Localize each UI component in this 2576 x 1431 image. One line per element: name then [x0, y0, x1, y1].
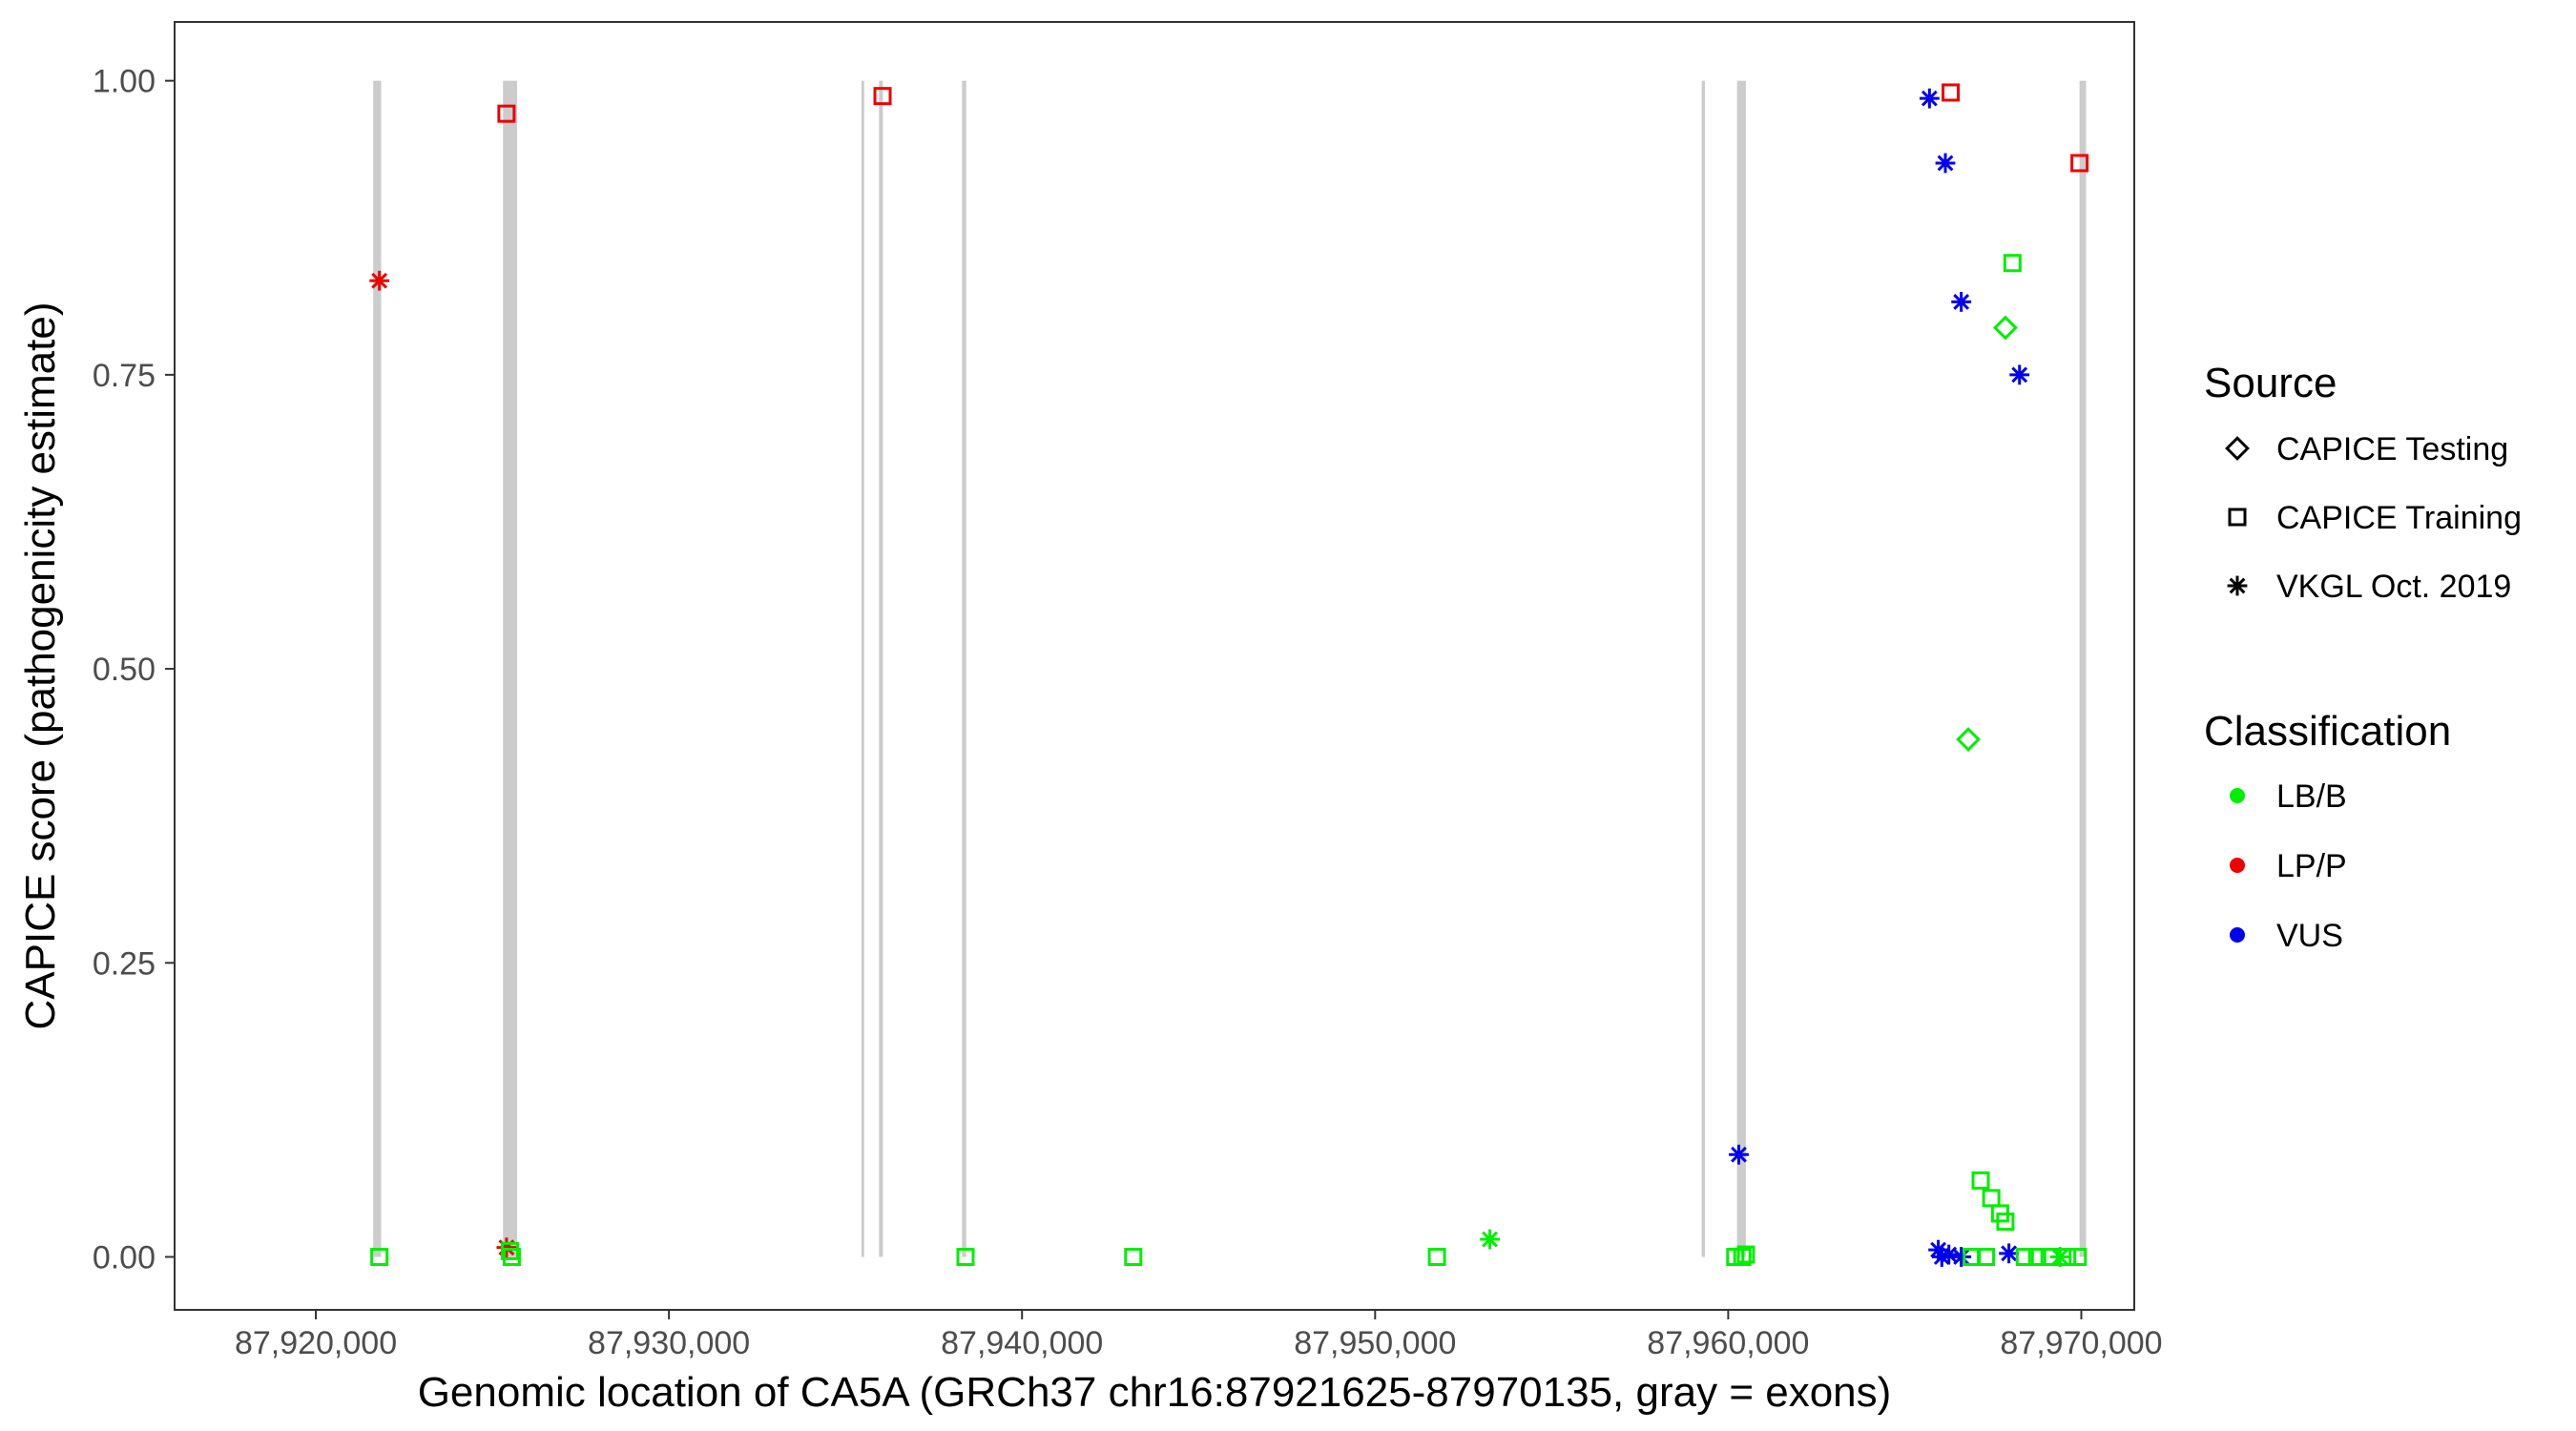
data-point-diamond [1956, 727, 1981, 752]
legend-classification-label: VUS [2276, 918, 2343, 954]
exon-bands [373, 80, 2087, 1257]
data-point-asterisk [1951, 292, 1972, 312]
data-point-square [2015, 1248, 2034, 1267]
y-tick-label: 0.75 [93, 358, 156, 394]
data-point-square [502, 1248, 521, 1267]
data-point-asterisk [1935, 153, 1956, 174]
data-point-square [1977, 1248, 1996, 1267]
x-axis: 87,920,000 87,930,000 87,940,000 87,950,000… [235, 1310, 2163, 1361]
legend-source-label: VKGL Oct. 2019 [2276, 569, 2511, 605]
data-point-square [1427, 1248, 1446, 1267]
data-point-square [873, 87, 892, 106]
x-axis-title: Genomic location of CA5A (GRCh37 chr16:8… [418, 1369, 1892, 1416]
data-point-square [1736, 1245, 1755, 1264]
y-axis-title: CAPICE score (pathogenicity estimate) [17, 302, 64, 1030]
legend-source-items: CAPICE Testing CAPICE Training VKGL Oct. 2… [2225, 431, 2522, 605]
data-point-square [497, 104, 516, 123]
y-tick-label: 0.25 [93, 945, 156, 982]
data-point-square [2003, 254, 2022, 273]
legend-key-dot [2230, 788, 2245, 803]
y-tick-label: 0.00 [93, 1240, 156, 1276]
legend-classification-items: LB/B LP/P VUS [2230, 778, 2347, 954]
exon-band [373, 80, 382, 1257]
plot-panel-border [174, 21, 2135, 1311]
data-point-asterisk [1480, 1229, 1500, 1250]
data-point-square [1124, 1248, 1143, 1267]
data-point-square [501, 1241, 520, 1260]
legend-key-asterisk [2227, 575, 2248, 596]
exon-band [861, 80, 864, 1257]
y-tick-label: 0.50 [93, 652, 156, 688]
data-point-square [2058, 1248, 2077, 1267]
x-tick-label: 87,930,000 [588, 1325, 750, 1361]
data-point-square [1733, 1248, 1752, 1267]
data-point-asterisk [1951, 1247, 1972, 1267]
x-tick-label: 87,960,000 [1647, 1325, 1809, 1361]
legend-classification-label: LB/B [2276, 778, 2347, 815]
data-point-square [2070, 154, 2089, 173]
exon-band [1736, 80, 1746, 1257]
data-point-square [1996, 1213, 2015, 1232]
data-point-asterisk [2009, 364, 2030, 385]
y-axis: 0.00 0.25 0.50 0.75 1.00 [93, 64, 175, 1276]
data-point-square [956, 1248, 975, 1267]
exon-band [1701, 80, 1705, 1257]
data-point-asterisk [1939, 1244, 1960, 1265]
x-tick-label: 87,970,000 [2000, 1325, 2162, 1361]
data-point-square [2068, 1248, 2088, 1267]
data-point-asterisk [1729, 1144, 1749, 1165]
legend-classification: Classification LB/B LP/P VUS [2204, 708, 2451, 954]
legend-classification-label: LP/P [2276, 848, 2347, 884]
data-point-diamond [1992, 315, 2018, 341]
legend-key-dot [2230, 927, 2245, 943]
exon-band [2079, 80, 2087, 1257]
data-points [369, 83, 2089, 1267]
legend-classification-title: Classification [2204, 708, 2451, 755]
exon-band [962, 80, 966, 1257]
x-tick-label: 87,950,000 [1294, 1325, 1456, 1361]
x-tick-label: 87,940,000 [941, 1325, 1103, 1361]
data-point-asterisk [496, 1237, 517, 1258]
legend-source-label: CAPICE Training [2276, 500, 2522, 536]
legend-source-title: Source [2204, 360, 2337, 406]
legend-key-square [2228, 508, 2247, 527]
data-point-square [1971, 1171, 1990, 1190]
legend-source: Source CAPICE Testing CAPICE Training VKGL… [2204, 360, 2522, 605]
data-point-asterisk [369, 270, 390, 291]
legend-key-dot [2230, 858, 2245, 873]
data-point-square [1942, 83, 1961, 102]
exon-band [879, 80, 883, 1257]
legend-key-diamond [2225, 436, 2250, 461]
data-point-square [2027, 1248, 2046, 1267]
y-tick-label: 1.00 [93, 64, 156, 100]
legend-source-label: CAPICE Testing [2276, 431, 2508, 467]
x-tick-label: 87,920,000 [235, 1325, 397, 1361]
data-point-asterisk [1919, 88, 1940, 109]
data-point-square [370, 1248, 389, 1267]
exon-band [503, 80, 517, 1257]
data-point-asterisk [1999, 1243, 2020, 1264]
